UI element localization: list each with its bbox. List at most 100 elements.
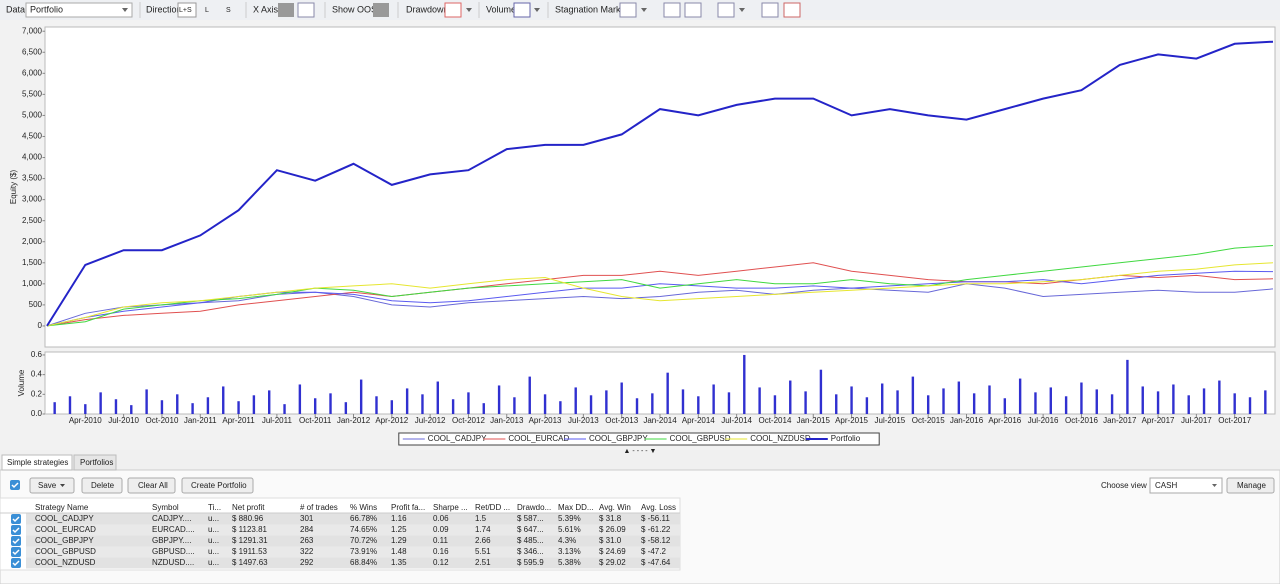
table-cell: 263 (300, 536, 314, 545)
column-header: Drawdo... (517, 503, 551, 512)
volume-bar (1110, 394, 1114, 414)
volume-bar (1095, 389, 1098, 414)
view-value[interactable]: CASH (1155, 481, 1177, 490)
table-cell: COOL_GBPJPY (35, 536, 94, 545)
volume-bar (850, 386, 853, 414)
table-cell: $ 595.9 (517, 558, 544, 567)
stagnation-icon[interactable] (619, 2, 637, 18)
x-axis-icon[interactable] (278, 3, 294, 17)
column-header: % Wins (350, 503, 377, 512)
volume-bar (881, 383, 884, 414)
volume-bar (313, 398, 317, 414)
table-cell: 1.35 (391, 558, 407, 567)
create-portfolio-label[interactable]: Create Portfolio (191, 481, 247, 490)
column-header: Avg. Win (599, 503, 631, 512)
manage-label[interactable]: Manage (1237, 481, 1266, 490)
table-cell: CADJPY.... (152, 514, 191, 523)
x-tick-label: Apr-2010 (69, 416, 102, 425)
volume-bar (651, 393, 654, 414)
column-header: Avg. Loss (641, 503, 676, 512)
legend-box (398, 432, 880, 446)
volume-bar (1202, 388, 1206, 414)
table-cell: $ -47.64 (641, 558, 671, 567)
chart-icon[interactable] (783, 2, 801, 18)
x-tick-label: Jul-2012 (415, 416, 446, 425)
x-tick-label: Jan-2013 (490, 416, 524, 425)
volume-bar (926, 395, 930, 414)
volume-bar (1126, 359, 1129, 414)
show-oos-icon[interactable] (373, 3, 389, 17)
volume-plot (44, 351, 1276, 415)
legend-label: Portfolio (831, 434, 861, 443)
data-dropdown[interactable] (25, 2, 133, 18)
volume-bar (359, 379, 363, 414)
drawdown-icon[interactable] (444, 2, 462, 18)
clear-all-button[interactable] (127, 477, 176, 494)
drawdown-label: Drawdown (406, 4, 449, 14)
volume-bar (1218, 380, 1221, 414)
volume-bar (53, 402, 56, 414)
clear-all-label[interactable]: Clear All (138, 481, 168, 490)
volume-bar (206, 397, 210, 414)
equity-line (46, 283, 1274, 327)
direction-ls[interactable] (177, 2, 197, 18)
delete-label[interactable]: Delete (91, 481, 115, 490)
column-header: Symbol (152, 503, 179, 512)
save-button[interactable] (29, 477, 75, 494)
volume-bar (865, 397, 869, 414)
y-tick-label: 0.0 (31, 409, 43, 418)
table-cell: 0.09 (433, 525, 449, 534)
table-cell: 66.78% (350, 514, 377, 523)
column-header: Ret/DD ... (475, 503, 510, 512)
table-cell: EURCAD.... (152, 525, 195, 534)
tab-active[interactable] (1, 454, 73, 471)
direction-option[interactable]: L (205, 7, 209, 14)
table-cell: $ 1291.31 (232, 536, 268, 545)
tab[interactable] (73, 454, 117, 471)
y-tick-label: 2,500 (22, 216, 43, 225)
chart-icon[interactable] (684, 2, 702, 18)
table-cell: $ -47.2 (641, 547, 666, 556)
table-cell: 73.91% (350, 547, 377, 556)
volume-bar (130, 405, 133, 414)
chart-icon[interactable] (717, 2, 735, 18)
table-cell: $ 26.09 (599, 525, 626, 534)
volume-bar (405, 388, 409, 414)
x-axis-time-icon[interactable] (297, 2, 315, 18)
x-tick-label: Jul-2010 (108, 416, 139, 425)
toolbar: Data Portfolio Direction L+S L S X Axis … (6, 2, 801, 18)
y-tick-label: 7,000 (22, 26, 43, 35)
volume-bar (804, 391, 807, 414)
x-tick-label: Jan-2017 (1103, 416, 1137, 425)
direction-option[interactable]: L+S (179, 7, 192, 14)
delete-button[interactable] (81, 477, 123, 494)
create-portfolio-button[interactable] (181, 477, 254, 494)
dropdown-arrow (466, 8, 472, 12)
tab-label[interactable]: Simple strategies (7, 458, 68, 467)
table-cell: $ 1123.81 (232, 525, 268, 534)
view-dropdown[interactable] (1149, 477, 1223, 494)
volume-bar (574, 387, 577, 414)
chart-icon[interactable] (761, 2, 779, 18)
manage-button[interactable] (1226, 477, 1275, 494)
table-cell: u... (208, 558, 219, 567)
table-cell: $ 31.0 (599, 536, 622, 545)
column-header: # of trades (300, 503, 338, 512)
direction-option[interactable]: S (226, 7, 231, 14)
table-cell: $ -56.11 (641, 514, 670, 523)
volume-bar (773, 395, 777, 414)
y-tick-label: 4,500 (22, 132, 43, 141)
x-tick-label: Jan-2011 (184, 416, 217, 425)
x-tick-label: Jul-2014 (721, 416, 752, 425)
dropdown-arrow (1212, 484, 1217, 487)
volume-icon[interactable] (513, 2, 531, 18)
equity-plot (44, 26, 1276, 348)
chart-icon[interactable] (663, 2, 681, 18)
save-label[interactable]: Save (38, 481, 57, 490)
x-tick-label: Apr-2012 (375, 416, 408, 425)
data-value[interactable]: Portfolio (30, 4, 63, 14)
tab-label[interactable]: Portfolios (80, 458, 113, 467)
table-row (26, 513, 680, 525)
